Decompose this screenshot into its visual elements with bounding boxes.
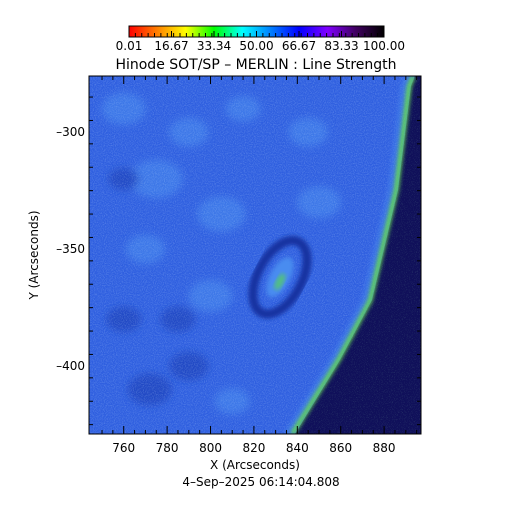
x-tick-label: 880 [373,441,396,455]
sunspot-core [274,273,286,290]
y-axis: –300 –350 –400 [56,96,421,426]
x-tick-label: 780 [156,441,179,455]
y-axis-label: Y (Arcseconds) [27,210,41,300]
x-tick-label: 840 [286,441,309,455]
plot-frame [88,75,422,435]
x-tick-label: 820 [242,441,265,455]
colorbar-tick-label: 66.67 [282,39,316,53]
y-tick-label: –300 [56,125,85,139]
colorbar-tick-label: 33.34 [197,39,231,53]
sunspot-penumbra [248,235,312,319]
chart-title: Hinode SOT/SP – MERLIN : Line Strength [115,57,396,73]
colorbar-tick-label: 16.67 [154,39,188,53]
line-strength-map [89,76,421,434]
colorbar-tick-label: 100.00 [363,39,405,53]
x-tick-label: 860 [329,441,352,455]
x-axis: 760 780 800 820 840 860 880 [101,76,418,455]
solar-limb [289,76,416,434]
timestamp-footer: 4–Sep–2025 06:14:04.808 [182,475,339,489]
colorbar-labels: 0.01 16.67 33.34 50.00 66.67 83.33 100.00 [116,39,405,53]
colorbar-tick-label: 50.00 [239,39,273,53]
colorbar-tick-label: 83.33 [324,39,358,53]
colorbar-tick-label: 0.01 [116,39,143,53]
x-axis-label: X (Arcseconds) [210,458,300,472]
colorbar-ticks [128,31,385,37]
y-tick-label: –400 [56,359,85,373]
solar-limb-inner [284,76,409,434]
sunspot [248,235,312,319]
x-tick-label: 800 [199,441,222,455]
y-tick-label: –350 [56,242,85,256]
x-tick-label: 760 [112,441,135,455]
